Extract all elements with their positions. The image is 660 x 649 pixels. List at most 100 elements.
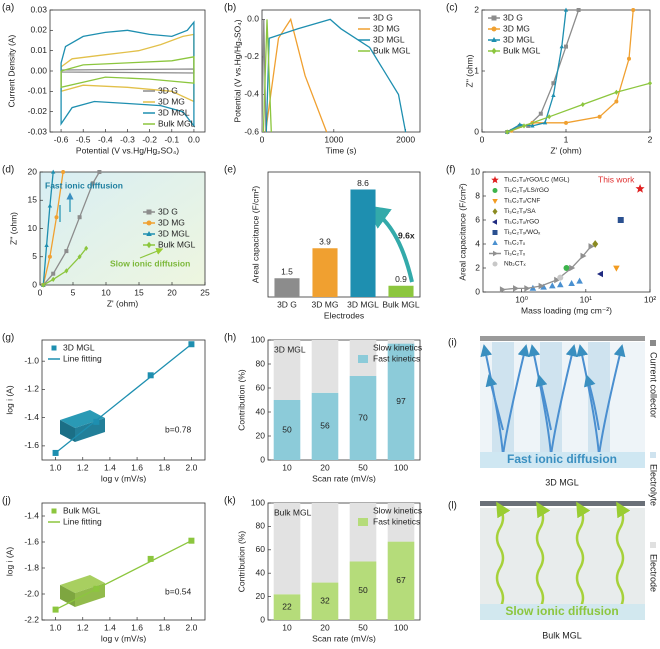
- panel-label: (a): [2, 3, 14, 14]
- legend-marker: [146, 241, 152, 249]
- x-tick-label: 1.8: [158, 622, 170, 632]
- y-tick-label: -1.4: [24, 412, 39, 422]
- x-tick-label: -0.5: [76, 134, 91, 144]
- x-tick-label: 50: [358, 622, 368, 632]
- bar-segment: [311, 503, 339, 583]
- legend-marker: [492, 188, 498, 193]
- data-point: [635, 184, 645, 193]
- data-point: [517, 122, 522, 127]
- x-tick-label: 10¹: [580, 294, 592, 304]
- y-tick-label: 60: [256, 382, 266, 392]
- legend-label: Ti₃C₂Tₓ/WOₓ: [504, 229, 541, 236]
- data-point: [551, 81, 556, 86]
- data-point: [147, 372, 154, 379]
- bar: [312, 248, 338, 297]
- legend-marker: [492, 230, 498, 235]
- plot-frame: [41, 339, 206, 461]
- data-point: [551, 93, 556, 97]
- legend-label: 3D G: [373, 12, 393, 22]
- fast-arrow: [59, 196, 70, 222]
- legend-label: Line fitting: [63, 353, 102, 363]
- legend-label: Ti₃C₂Tₓ/rGO: [504, 219, 539, 226]
- data-point: [538, 282, 545, 290]
- data-point: [77, 215, 82, 220]
- x-tick-label: Bulk MGL: [382, 299, 420, 309]
- legend-label: 3D MG: [158, 96, 185, 106]
- value-label: 22: [282, 601, 292, 611]
- y-tick-label: 0.03: [30, 4, 47, 14]
- panel-label: (b): [224, 3, 236, 14]
- x-tick-label: 15: [134, 287, 144, 297]
- x-tick-label: 2000: [396, 134, 415, 144]
- data-point: [617, 217, 624, 223]
- legend-label: 3D MGL: [158, 228, 190, 238]
- y-tick-label: -0.02: [28, 106, 48, 116]
- bar-segment: [387, 541, 415, 620]
- x-tick-label: 1000: [324, 134, 343, 144]
- bar-segment: [273, 340, 301, 400]
- panel-label: (k): [224, 496, 236, 507]
- legend-swatch: [358, 507, 368, 515]
- y-tick-label: -1.8: [24, 562, 39, 572]
- x-tick-label: 10: [282, 462, 292, 472]
- y-axis-label: Contribution (%): [236, 531, 246, 593]
- y-tick-label: 40: [256, 567, 266, 577]
- y-tick-label: -0.01: [28, 86, 48, 96]
- value-label: 67: [396, 575, 406, 585]
- x-tick-label: 2: [648, 134, 653, 144]
- y-tick-label: 2: [475, 262, 480, 272]
- legend-marker: [146, 209, 152, 215]
- data-point: [64, 249, 69, 254]
- legend-label: Bulk MGL: [158, 118, 196, 128]
- bar: [274, 278, 300, 297]
- x-tick-label: -0.4: [98, 134, 113, 144]
- x-axis-label: Mass loading (mg cm⁻²): [521, 305, 612, 315]
- legend-marker: [491, 47, 497, 55]
- y-tick-label: 0: [32, 279, 37, 289]
- data-point: [77, 254, 82, 260]
- data-point: [648, 80, 652, 86]
- plot-frame: [267, 339, 421, 461]
- annotation: b=0.54: [165, 586, 192, 596]
- data-point: [542, 120, 548, 125]
- diagram-caption: Slow ionic diffusion: [505, 604, 618, 618]
- legend-label: Line fitting: [63, 516, 102, 526]
- y-tick-label: 20: [28, 166, 38, 176]
- legend-marker: [51, 508, 57, 514]
- series-line: [60, 20, 195, 128]
- y-tick-label: 0.02: [30, 25, 47, 35]
- data-point: [580, 102, 585, 108]
- data-point: [627, 56, 631, 61]
- y-tick-label: 0.0: [247, 14, 259, 24]
- bar-segment: [311, 582, 339, 620]
- panel-background: [40, 172, 205, 285]
- data-point: [580, 252, 587, 260]
- bar-segment: [387, 343, 415, 460]
- legend-marker: [51, 345, 57, 351]
- bar-segment: [311, 392, 339, 460]
- x-tick-label: 1.2: [77, 462, 89, 472]
- y-tick-label: 60: [256, 544, 266, 554]
- legend-label: 3D G: [158, 206, 178, 216]
- panel-label: (l): [448, 501, 457, 512]
- legend-marker: [146, 220, 152, 226]
- x-axis-label: Scan rate (mV/s): [312, 633, 376, 643]
- data-point: [538, 111, 543, 116]
- diagram-label: 3D MGL: [545, 477, 579, 487]
- y-tick-label: 20: [256, 430, 266, 440]
- chart-title: Bulk MGL: [274, 507, 312, 517]
- x-tick-label: 1.4: [104, 622, 116, 632]
- data-point: [97, 170, 102, 174]
- data-point: [51, 276, 56, 282]
- data-point: [597, 270, 603, 278]
- y-tick-label: -1.6: [24, 440, 39, 450]
- x-tick-label: 0: [260, 134, 265, 144]
- x-axis-label: Scan rate (mV/s): [312, 473, 376, 483]
- data-point: [588, 243, 595, 250]
- y-tick-label: 40: [256, 406, 266, 416]
- data-point: [554, 276, 561, 284]
- data-point: [614, 99, 619, 104]
- x-axis-label: Z' (ohm): [107, 298, 139, 308]
- legend-label: 3D MGL: [503, 34, 535, 44]
